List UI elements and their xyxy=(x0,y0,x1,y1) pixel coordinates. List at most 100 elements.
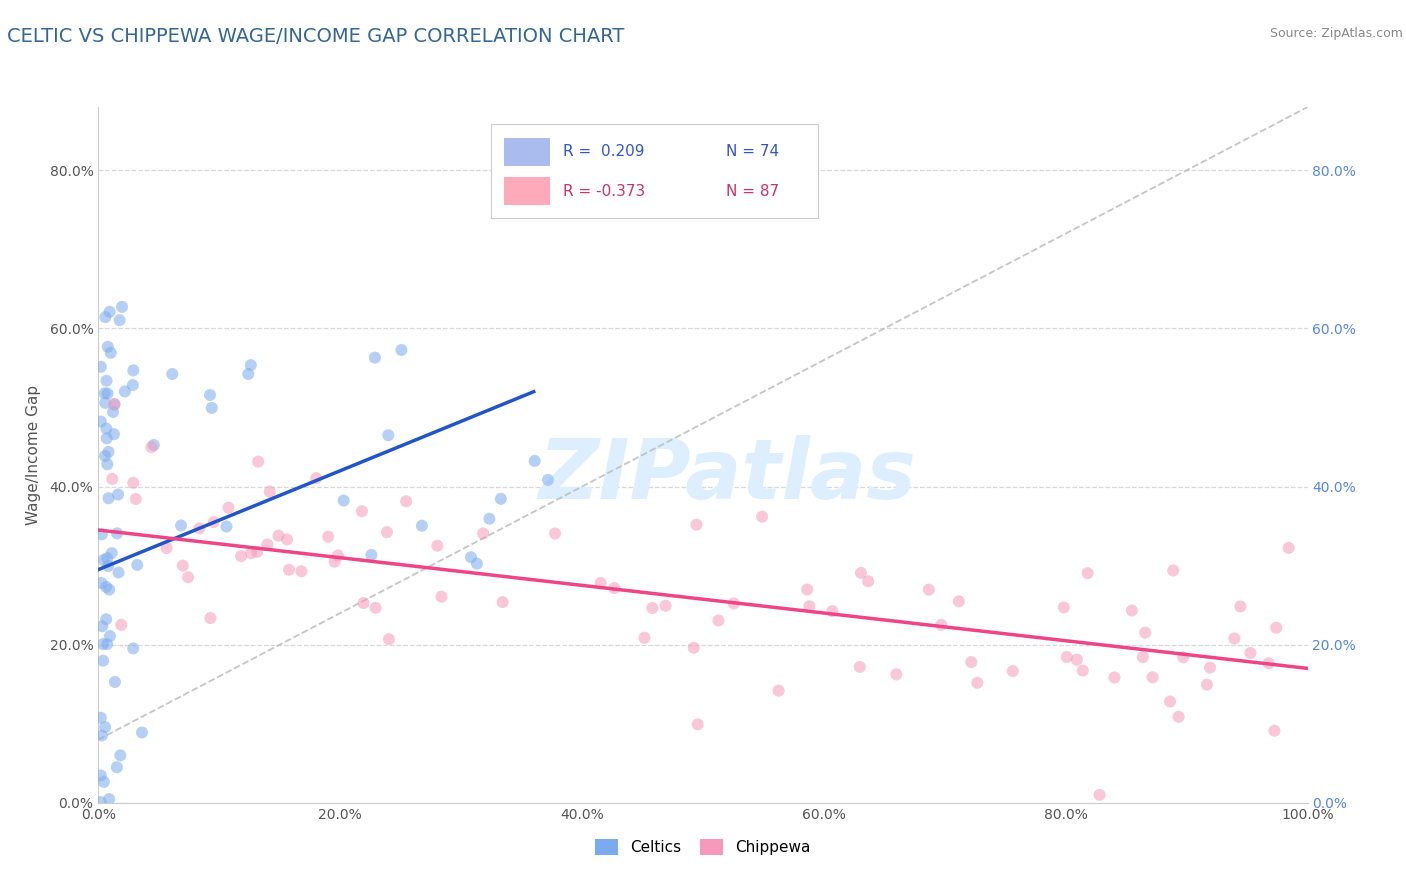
Point xyxy=(323,555,346,569)
Text: Source: ZipAtlas.com: Source: ZipAtlas.com xyxy=(1270,27,1403,40)
Point xyxy=(93,386,115,401)
Point xyxy=(91,619,114,633)
Point xyxy=(1229,599,1251,614)
Point xyxy=(238,367,260,381)
Point xyxy=(229,549,252,563)
Point xyxy=(849,566,872,580)
Point xyxy=(1257,657,1279,671)
Point xyxy=(411,518,433,533)
Point xyxy=(707,614,730,628)
Point xyxy=(97,491,120,506)
Point xyxy=(1195,678,1218,692)
Point xyxy=(1263,723,1285,738)
Point xyxy=(1173,650,1195,665)
Point xyxy=(489,491,512,506)
Point xyxy=(101,405,124,419)
Point xyxy=(90,527,112,541)
Point xyxy=(247,454,270,468)
Point xyxy=(188,521,211,535)
Point xyxy=(96,374,118,388)
Point xyxy=(172,558,194,573)
Text: CELTIC VS CHIPPEWA WAGE/INCOME GAP CORRELATION CHART: CELTIC VS CHIPPEWA WAGE/INCOME GAP CORRE… xyxy=(7,27,624,45)
Point xyxy=(177,570,200,584)
Point xyxy=(93,775,115,789)
Point xyxy=(278,563,301,577)
Point xyxy=(633,631,655,645)
Point xyxy=(472,526,495,541)
Point xyxy=(1001,664,1024,678)
Point xyxy=(122,641,145,656)
Point xyxy=(96,580,118,594)
Point xyxy=(821,604,844,618)
Point xyxy=(201,401,224,415)
Point xyxy=(125,491,148,506)
Point xyxy=(768,683,790,698)
Point xyxy=(1053,600,1076,615)
Point xyxy=(378,632,401,647)
Point xyxy=(350,504,373,518)
Point xyxy=(98,582,121,597)
Point xyxy=(1278,541,1301,555)
Point xyxy=(465,557,488,571)
Point xyxy=(97,445,120,459)
Point xyxy=(1088,788,1111,802)
Point xyxy=(107,566,129,580)
Point xyxy=(1135,625,1157,640)
Point xyxy=(796,582,818,597)
Point xyxy=(1104,671,1126,685)
Point xyxy=(353,596,375,610)
Point xyxy=(97,340,120,354)
Point xyxy=(799,599,821,614)
Point xyxy=(91,637,114,651)
Point xyxy=(94,396,117,410)
Point xyxy=(105,526,128,541)
Point xyxy=(316,530,339,544)
Point xyxy=(856,574,879,589)
Point xyxy=(1239,646,1261,660)
Point xyxy=(589,575,612,590)
Point xyxy=(94,310,117,325)
Point xyxy=(544,526,567,541)
Point xyxy=(96,457,118,471)
Point xyxy=(849,660,872,674)
Point xyxy=(104,675,127,690)
Point xyxy=(332,493,354,508)
Point xyxy=(200,611,222,625)
Point xyxy=(537,473,560,487)
Point xyxy=(105,760,128,774)
Point xyxy=(97,559,120,574)
Point xyxy=(122,363,145,377)
Point xyxy=(948,594,970,608)
Point xyxy=(155,541,177,555)
Point xyxy=(395,494,418,508)
Point xyxy=(426,539,449,553)
Point xyxy=(929,617,952,632)
Point xyxy=(108,313,131,327)
Point xyxy=(100,546,122,560)
Point xyxy=(90,768,112,782)
Point xyxy=(217,500,239,515)
Point xyxy=(256,538,278,552)
Point xyxy=(523,454,546,468)
Point xyxy=(685,517,707,532)
Point xyxy=(98,792,121,806)
Point xyxy=(90,576,112,591)
Point xyxy=(1066,653,1088,667)
Point xyxy=(121,378,143,392)
Point xyxy=(96,431,118,445)
Point xyxy=(478,512,501,526)
Point xyxy=(918,582,941,597)
Point xyxy=(603,581,626,595)
Point xyxy=(460,550,482,565)
Point xyxy=(103,397,125,411)
Point xyxy=(142,438,165,452)
Point xyxy=(90,728,112,742)
Point xyxy=(90,711,112,725)
Point xyxy=(198,388,221,402)
Point xyxy=(360,548,382,562)
Point xyxy=(259,484,281,499)
Point xyxy=(93,553,115,567)
Point xyxy=(98,305,121,319)
Point xyxy=(491,595,513,609)
Point xyxy=(276,533,298,547)
